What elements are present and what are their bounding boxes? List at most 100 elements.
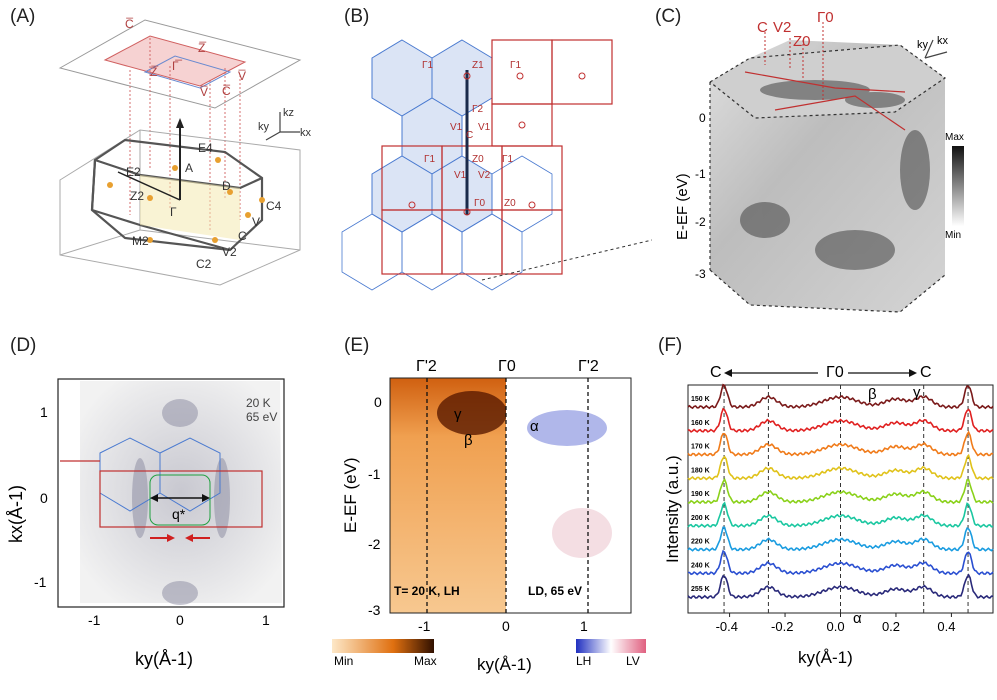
cube-ytick-2: -2 [695,215,706,229]
panel-b-label: (B) [344,6,370,27]
cube-ytick-0: 0 [699,111,706,125]
point-gamma1-a: Γ1 [422,60,434,71]
mdc-series-line [688,549,994,576]
fs-annot-energy: 65 eV [246,410,277,424]
fs-ytick-0: 1 [40,404,48,420]
point-v1-a: V1 [450,122,463,133]
cut-ytick-0: 0 [374,394,382,410]
cut-top-gamma2-right: Γ'2 [578,358,599,375]
mdc-ylabel: Intensity (a.u.) [663,455,682,563]
panel-c-label: (C) [655,6,682,27]
point-gamma0: Γ0 [474,198,486,209]
axis-ky: ky [258,121,270,133]
mdc-series-label: 150 K [691,396,710,403]
brillouin-zone-diagram: E4 A E2 D Z2 Γ C4 M2 C V V2 C2 Z̅ Γ̅ Z̅ … [58,17,312,286]
cbar-max: Max [414,654,437,668]
cut-top-gamma0: Γ0 [498,358,516,375]
point-z0: Z0 [472,154,484,165]
mdc-series-line [687,453,994,481]
mdc-xtick: -0.2 [771,619,793,634]
mdc-top-c-right: C [920,364,932,381]
cut-ytick-2: -2 [368,536,381,552]
mdc-xtick: 0.0 [827,619,845,634]
point-gamma2: Γ2 [472,104,484,115]
fermi-surface-map: q* 20 K 65 eV -1 0 1 1 0 -1 ky(Å-1) kx(Å… [6,378,285,669]
mdc-series-line [687,573,993,600]
point-d: D [222,179,231,193]
mdc-top-c-left: C [710,364,722,381]
mdc-series-label: 240 K [691,562,710,569]
point-gamma: Γ [170,205,177,219]
panel-c: (C) C V2 Z0 Γ0 [655,0,997,330]
cube-label-gamma0: Γ0 [817,9,834,26]
mdc-series-line [687,526,994,552]
mdc-series-label: 200 K [691,515,710,522]
point-c-bar-1: C̅ [125,17,134,31]
cube-label-c: C [757,19,768,36]
cube-ytick-1: -1 [695,167,706,181]
mdc-series-label: 255 K [691,586,710,593]
point-z2: Z2 [130,189,144,203]
mdc-top-gamma0: Γ0 [826,364,844,381]
point-z1: Z1 [472,60,484,71]
panel-d-label: (D) [10,335,37,356]
axis-kz: kz [283,107,294,119]
mdc-band-alpha: α [853,610,862,627]
cut-xtick-0: -1 [418,618,431,634]
surface-brillouin-zone: Γ1 Z1 Γ1 Γ2 V1 C V1 Γ1 Z0 Γ1 V1 V2 Γ0 Z0 [341,39,653,291]
fs-annot-temp: 20 K [246,396,271,410]
band-beta: β [464,432,473,449]
point-v-bar-2: V̅ [200,85,208,99]
mdc-series-line [687,430,994,457]
mdc-chart: 150 K 160 K 170 K 180 K 190 K 200 K 220 K 240 K… [663,364,994,667]
cube-cbar-max: Max [945,132,964,143]
cut-xlabel: ky(Å-1) [477,655,532,674]
panel-e-label: (E) [344,335,370,356]
mdc-band-gamma: γ [913,384,921,401]
point-a: A [185,161,193,175]
cut-xtick-1: 0 [502,618,510,634]
panel-f-label: (F) [658,335,683,356]
cube-label-v2: V2 [773,19,791,36]
point-e2: E2 [126,165,141,179]
cbar-lh: LH [576,654,591,668]
cut-xtick-2: 1 [580,618,588,634]
fs-xtick-1: 0 [176,612,184,628]
point-c4: C4 [266,199,282,213]
cut-top-gamma2-left: Γ'2 [416,358,437,375]
point-m2: M2 [132,234,149,248]
band-gamma: γ [454,406,462,423]
point-e4: E4 [198,141,213,155]
arpes-cube: C V2 Z0 Γ0 ky kx E-EF (eV) 0 -1 -2 -3 Ma… [674,9,964,313]
mdc-xtick: -0.4 [716,619,738,634]
fs-q-label: q* [172,506,186,522]
cut-left-note: T= 20 K, LH [394,584,460,598]
point-z-bar-1: Z̅ [198,41,207,55]
point-gamma1-d: Γ1 [502,154,514,165]
panel-d: (D) q* 20 K 65 eV -1 0 1 1 0 -1 k [0,333,330,695]
mdc-series-label: 220 K [691,539,710,546]
point-v1-c: V1 [454,170,467,181]
point-v1-b: V1 [478,122,491,133]
mdc-xlabel: ky(Å-1) [798,648,853,667]
fs-ytick-2: -1 [34,574,47,590]
cube-cbar-min: Min [945,230,961,241]
point-z-bar-2: Z̅ [150,65,159,79]
band-alpha: α [530,418,539,435]
cube-label-z0: Z0 [793,33,811,50]
point-c-bar-2: C̅ [222,84,231,98]
mdc-series-label: 180 K [691,467,710,474]
fs-xlabel: ky(Å-1) [135,649,193,669]
point-gamma1-c: Γ1 [424,154,436,165]
mdc-series-line [687,501,994,528]
cube-ylabel: E-EF (eV) [674,173,691,240]
mdc-series-label: 170 K [691,444,710,451]
cut-ytick-3: -3 [368,602,381,618]
mdc-series-label: 160 K [691,420,710,427]
mdc-series-line [687,383,994,410]
point-v2: V2 [478,170,491,181]
mdc-series-line [687,477,994,505]
cube-ytick-3: -3 [695,267,706,281]
cube-axis-ky: ky [917,39,929,51]
mdc-band-beta: β [868,386,877,403]
